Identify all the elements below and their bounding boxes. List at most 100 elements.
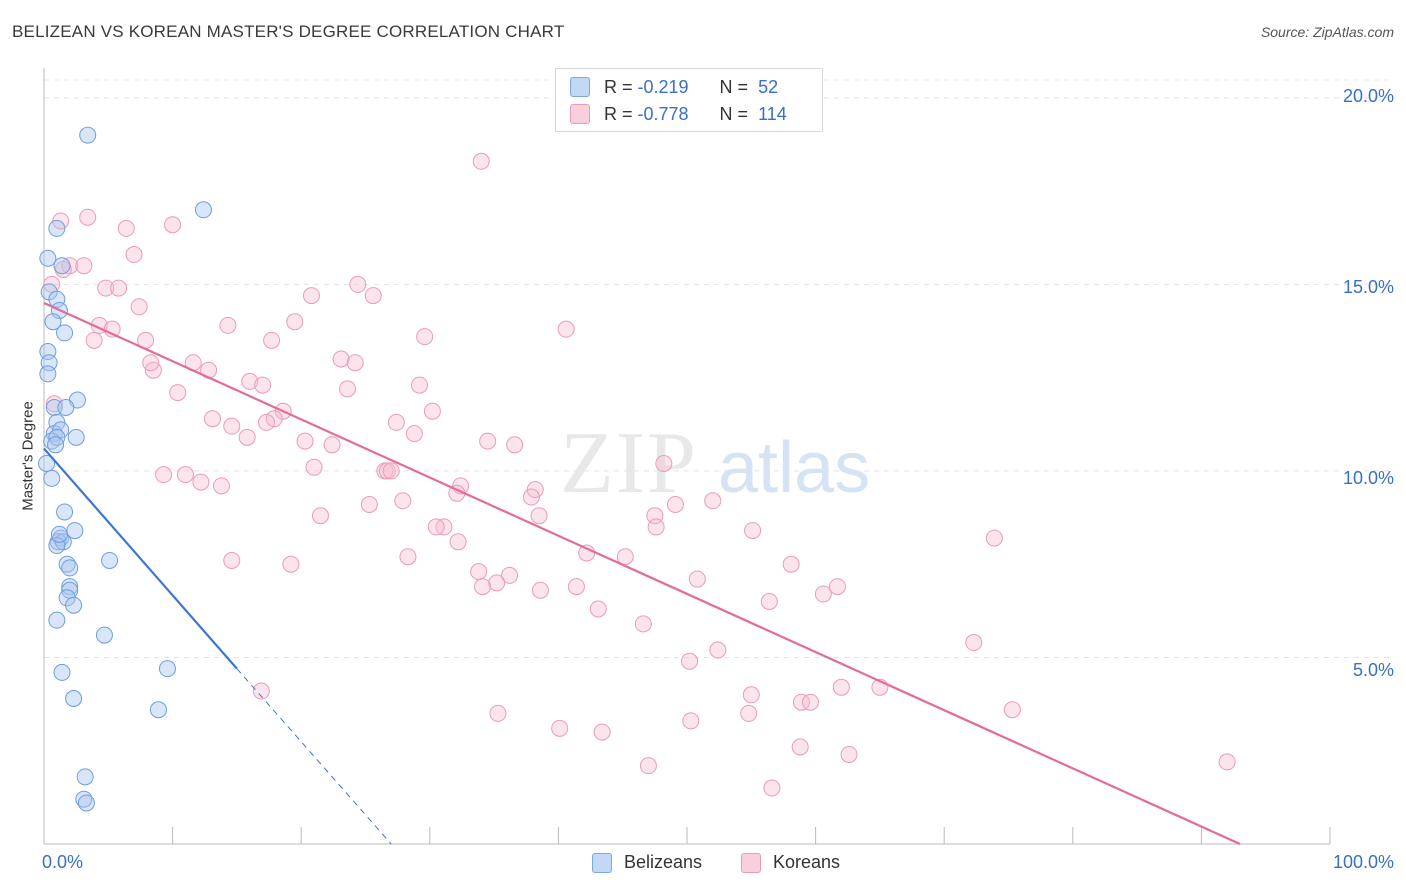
koreans-point (79, 208, 97, 226)
legend-n-label: N = (719, 76, 749, 97)
belizeans-point (39, 365, 57, 383)
koreans-point (814, 585, 832, 603)
y-tick-label: 20.0% (1342, 86, 1394, 106)
legend-item-koreans: Koreans (741, 852, 840, 873)
koreans-point (169, 384, 187, 402)
belizeans-point (95, 626, 113, 644)
koreans-point (219, 316, 237, 334)
koreans-point (506, 436, 524, 454)
koreans-point (238, 428, 256, 446)
belizeans-point (43, 469, 61, 487)
koreans-point (117, 219, 135, 237)
gridlines (44, 79, 1392, 658)
koreans-point (360, 496, 378, 513)
koreans-point (411, 376, 429, 394)
belizeans-point (65, 690, 83, 707)
belizeans-trend-extension (236, 668, 392, 845)
correlation-legend: R = -0.219 N = 52 R = -0.778 N = 114 (555, 68, 823, 132)
koreans-point (682, 712, 700, 730)
koreans-point (282, 555, 300, 573)
koreans-point (125, 246, 143, 264)
belizeans-point (56, 324, 74, 342)
koreans-point (840, 745, 858, 763)
watermark-atlas: atlas (718, 428, 870, 508)
belizeans-point (48, 290, 66, 308)
koreans-point (311, 507, 329, 525)
belizeans-point (76, 768, 94, 786)
x-tick-label-min: 0.0% (42, 852, 84, 872)
koreans-point (286, 313, 304, 331)
koreans-point (382, 462, 400, 480)
koreans-point (557, 320, 575, 338)
koreans-points (43, 152, 1236, 797)
koreans-point (130, 298, 148, 316)
belizeans-point (61, 559, 79, 577)
koreans-point (97, 279, 115, 297)
belizeans-point (56, 503, 74, 521)
legend-n-label: N = (719, 103, 749, 124)
y-tick-label: 15.0% (1342, 277, 1394, 297)
koreans-point (551, 719, 569, 737)
koreans-point (470, 563, 488, 581)
koreans-point (449, 533, 467, 551)
koreans-point (567, 578, 585, 596)
koreans-point (593, 723, 611, 741)
koreans-point (265, 410, 283, 428)
belizeans-swatch (592, 852, 612, 873)
koreans-point (501, 566, 519, 584)
koreans-point (488, 574, 506, 592)
koreans-point (387, 413, 405, 431)
belizeans-point (61, 578, 79, 596)
koreans-point (647, 518, 665, 536)
belizeans-point (44, 313, 62, 331)
belizeans-point (57, 399, 75, 416)
koreans-point (212, 477, 230, 495)
belizeans-point (47, 436, 65, 454)
koreans-point (110, 279, 128, 297)
koreans-point (688, 570, 706, 588)
belizeans-point (79, 126, 97, 144)
koreans-point (332, 350, 350, 368)
koreans-point (223, 417, 241, 435)
belizeans-point (149, 701, 167, 719)
chart-source: Source: ZipAtlas.com (1260, 24, 1394, 40)
belizeans-point (53, 663, 71, 681)
koreans-point (760, 593, 778, 610)
belizeans-point (101, 551, 119, 569)
trend-lines (43, 302, 1241, 846)
koreans-point (965, 634, 983, 652)
belizeans-point (67, 428, 85, 446)
koreans-point (740, 704, 758, 722)
koreans-point (742, 686, 760, 704)
koreans-point (681, 652, 699, 670)
koreans-point (530, 507, 548, 525)
koreans-point (302, 287, 320, 305)
belizeans-point (77, 794, 95, 812)
koreans-point (252, 682, 270, 700)
koreans-point (489, 704, 507, 722)
koreans-point (223, 551, 241, 569)
koreans-point (378, 462, 396, 480)
koreans-point (176, 466, 194, 484)
legend-swatch-pink (570, 104, 590, 124)
legend-row-koreans: R = -0.778 N = 114 (570, 102, 787, 126)
belizeans-point (158, 660, 176, 678)
koreans-point (792, 693, 810, 711)
koreans-point (305, 458, 323, 476)
koreans-point (241, 372, 259, 390)
koreans-point (349, 275, 367, 293)
koreans-point (763, 779, 781, 797)
belizeans-point (50, 525, 68, 543)
koreans-swatch (741, 852, 761, 873)
koreans-point (1003, 701, 1021, 719)
koreans-point (164, 216, 182, 234)
koreans-point (203, 410, 221, 428)
koreans-point (394, 492, 412, 510)
koreans-point (589, 600, 607, 618)
legend-item-belizeans: Belizeans (592, 852, 702, 873)
koreans-point (323, 436, 341, 454)
koreans-point (416, 328, 434, 346)
koreans-point (531, 581, 549, 599)
belizeans-point (39, 249, 57, 267)
